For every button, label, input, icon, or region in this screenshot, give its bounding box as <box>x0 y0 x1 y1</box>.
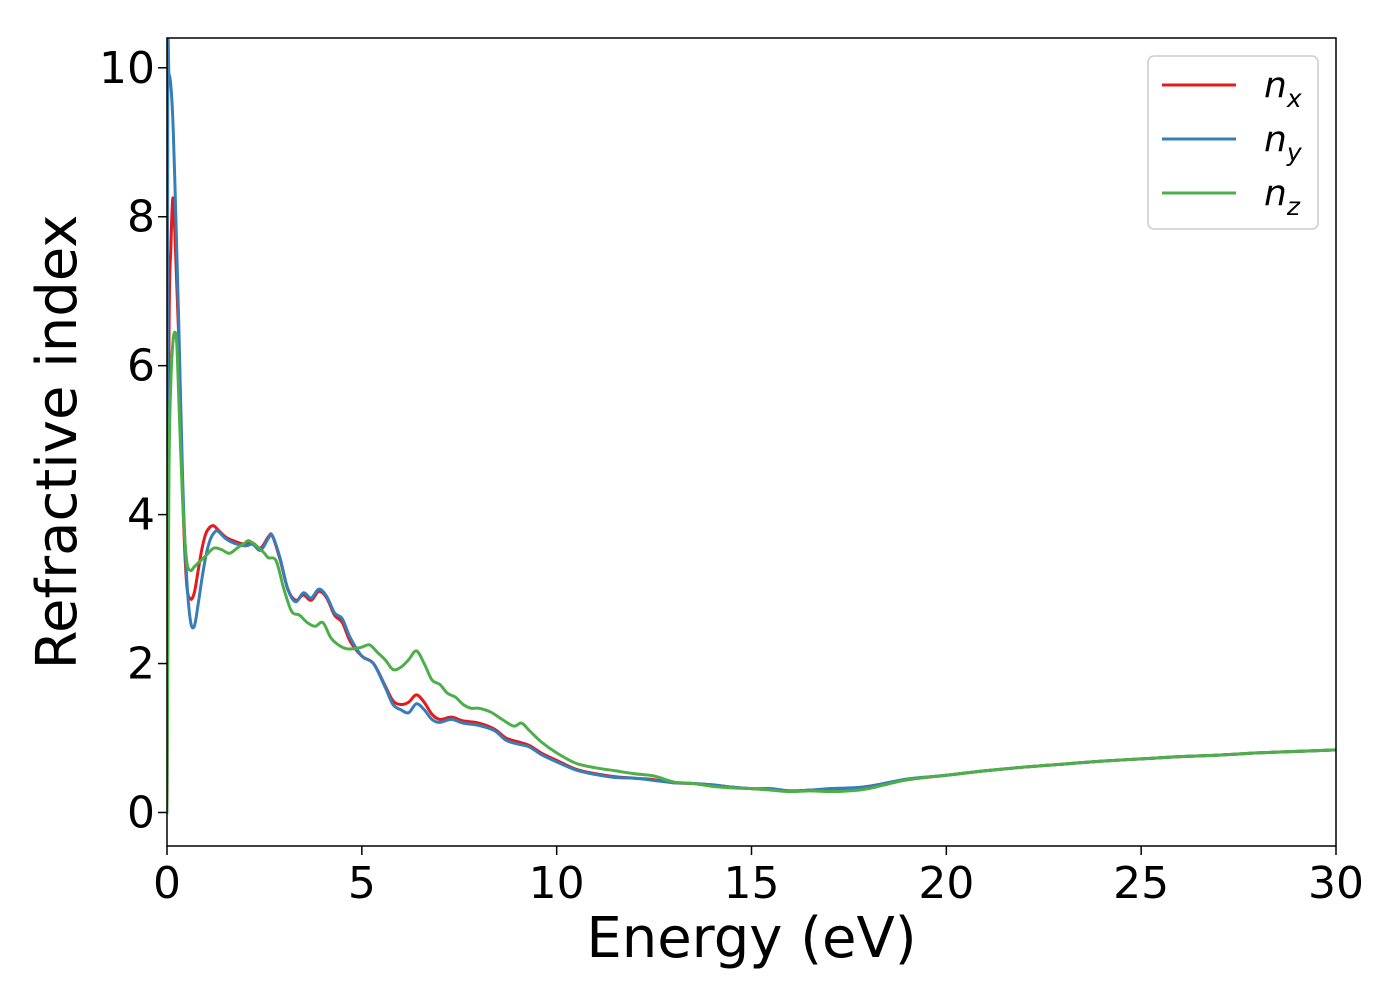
legend: nx ny nz <box>1147 55 1319 230</box>
legend-label-n-y: ny <box>1264 119 1303 167</box>
y-tick-label: 2 <box>127 639 155 690</box>
x-tick-label: 15 <box>724 858 780 909</box>
plot-lines <box>167 38 1336 814</box>
x-tick-label: 30 <box>1308 858 1364 909</box>
x-tick-label: 10 <box>529 858 585 909</box>
y-axis-ticks: 0 2 4 6 8 10 <box>99 43 167 838</box>
y-tick-label: 0 <box>127 787 155 838</box>
y-tick-label: 8 <box>127 192 155 243</box>
y-tick-label: 6 <box>127 341 155 392</box>
x-tick-label: 20 <box>918 858 974 909</box>
x-tick-label: 25 <box>1113 858 1169 909</box>
x-tick-label: 5 <box>348 858 376 909</box>
legend-box <box>1147 55 1319 230</box>
x-axis-label: Energy (eV) <box>586 906 916 971</box>
y-tick-label: 10 <box>99 43 155 94</box>
series-line-n-z <box>167 330 1336 814</box>
y-axis-label: Refractive index <box>25 215 90 670</box>
y-tick-label: 4 <box>127 490 155 541</box>
series-line-n-y <box>167 38 1336 814</box>
x-axis-ticks: 0 5 10 15 20 25 30 <box>153 846 1364 909</box>
legend-label-n-z: nz <box>1264 173 1301 221</box>
x-tick-label: 0 <box>153 858 181 909</box>
legend-label-n-x: nx <box>1264 65 1302 113</box>
series-line-n-x <box>167 196 1336 814</box>
